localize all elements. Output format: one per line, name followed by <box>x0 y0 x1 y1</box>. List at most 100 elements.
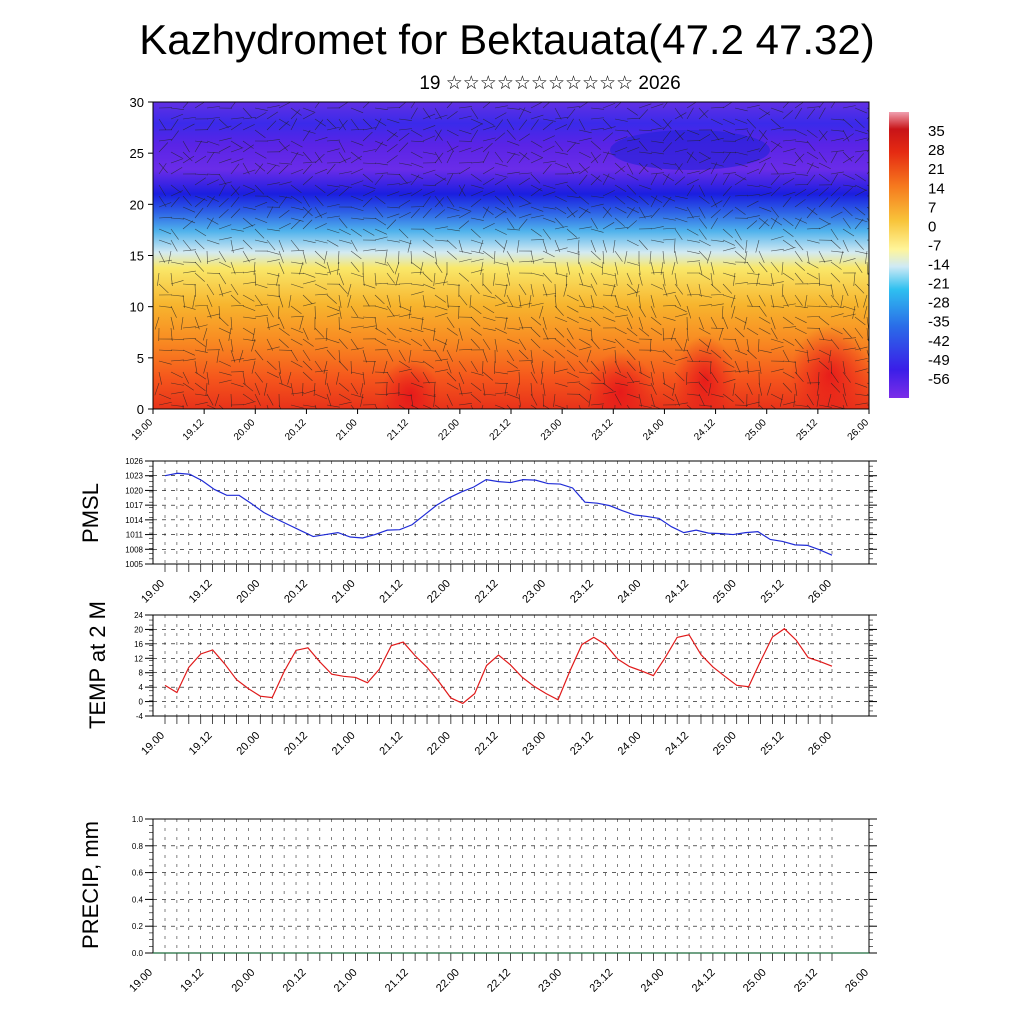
wind-barb <box>758 219 769 230</box>
wind-barb <box>326 203 340 208</box>
wind-barb <box>578 316 592 322</box>
wind-barb <box>398 393 412 397</box>
wind-barb <box>398 173 408 185</box>
wind-barb <box>794 107 803 120</box>
wind-barb <box>386 283 400 285</box>
wind-barb <box>734 118 748 124</box>
wind-barb <box>302 195 310 208</box>
wind-barb <box>386 327 397 338</box>
wind-barb <box>854 250 868 255</box>
wind-barb <box>182 184 191 196</box>
wind-barb <box>708 382 712 396</box>
wind-barb <box>493 272 496 286</box>
wind-barb <box>422 349 436 352</box>
wind-barb <box>542 163 552 175</box>
wind-barb <box>242 270 256 274</box>
wind-barb <box>182 371 190 384</box>
wind-barb <box>182 404 184 409</box>
wind-barb <box>830 305 844 308</box>
wind-barb <box>360 393 364 407</box>
wind-barb <box>494 112 507 120</box>
wind-barb <box>554 272 568 277</box>
wind-barb <box>782 102 790 109</box>
wind-barb <box>338 393 351 401</box>
wind-barb <box>338 338 348 349</box>
wind-barb <box>470 327 482 336</box>
wind-barb <box>374 338 387 346</box>
wind-barb <box>290 305 302 314</box>
wind-barb <box>422 184 437 186</box>
wind-barb <box>542 338 557 340</box>
wind-barb <box>446 283 460 286</box>
wind-barb <box>254 314 268 318</box>
wind-barb <box>614 118 628 122</box>
wind-barb <box>336 371 340 385</box>
wind-barb <box>638 151 652 154</box>
wind-barb <box>866 217 869 222</box>
wind-barb <box>683 338 688 352</box>
wind-barb <box>530 187 542 197</box>
wind-barb <box>254 107 268 111</box>
wind-barb <box>170 359 184 362</box>
wind-barb <box>590 316 601 327</box>
colorbar-label: 0 <box>928 218 936 235</box>
wind-barb <box>278 102 291 109</box>
pmsl-xtick-label: 22.12 <box>473 578 501 606</box>
wind-barb <box>626 305 634 318</box>
wind-barb <box>206 404 217 409</box>
wind-barb <box>470 250 484 254</box>
wind-barb <box>410 327 424 333</box>
wind-barb <box>218 261 231 268</box>
wind-barb <box>718 327 724 341</box>
wind-barb <box>638 371 651 379</box>
wind-barb <box>314 212 328 219</box>
wind-barb <box>470 184 484 189</box>
wind-barb <box>422 135 436 142</box>
wind-barb <box>386 349 394 362</box>
wind-barb <box>482 222 495 230</box>
wind-barb <box>230 338 234 352</box>
wind-barb <box>290 327 304 334</box>
wind-barb <box>350 217 364 220</box>
wind-barb <box>326 188 338 197</box>
wind-barb <box>758 157 771 164</box>
wind-barb <box>494 177 507 186</box>
wind-barb <box>730 294 736 308</box>
wind-barb <box>602 294 616 297</box>
wind-barb <box>518 283 527 296</box>
wind-barb <box>530 360 535 374</box>
wind-barb <box>818 162 831 169</box>
wind-barb <box>194 195 208 201</box>
wind-barb <box>266 272 280 277</box>
wind-barb <box>614 102 622 109</box>
wind-barb <box>710 239 724 242</box>
wind-barb <box>158 216 172 219</box>
wind-barb <box>722 247 736 252</box>
wind-barb <box>254 382 261 396</box>
wind-barb <box>566 140 580 145</box>
wind-barb <box>674 195 688 199</box>
wind-barb <box>398 212 411 219</box>
wind-barb <box>614 165 626 175</box>
wind-barb <box>518 218 528 230</box>
wind-barb <box>734 338 740 352</box>
wind-barb <box>854 129 868 135</box>
wind-barb <box>302 294 313 305</box>
wind-barb <box>746 184 760 188</box>
wind-barb <box>758 360 762 374</box>
temp-2m-xtick-label: 20.00 <box>234 730 262 758</box>
wind-barb <box>566 294 579 302</box>
wind-barb <box>158 283 169 294</box>
wind-barb <box>482 349 488 363</box>
wind-barb <box>458 327 463 341</box>
wind-barb <box>326 404 340 408</box>
wind-barb <box>614 217 625 227</box>
wind-barb <box>314 239 328 244</box>
wind-barb <box>278 118 291 126</box>
wind-barb <box>302 302 316 307</box>
heatmap-xtick-label: 19.12 <box>181 417 207 443</box>
wind-barb <box>866 170 869 175</box>
wind-barb <box>530 119 539 131</box>
wind-barb <box>518 316 524 330</box>
